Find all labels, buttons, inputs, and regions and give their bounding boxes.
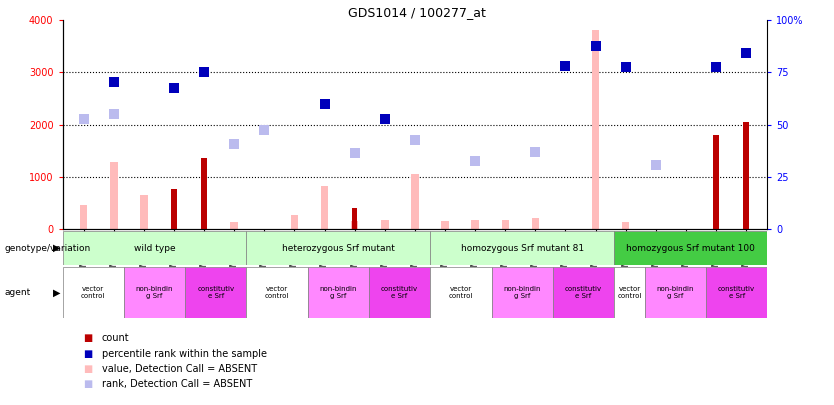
Text: heterozygous Srf mutant: heterozygous Srf mutant xyxy=(282,243,394,253)
Text: non-bindin
g Srf: non-bindin g Srf xyxy=(319,286,357,299)
Bar xyxy=(140,196,148,229)
Text: genotype/variation: genotype/variation xyxy=(4,243,90,253)
Bar xyxy=(369,267,430,318)
Bar xyxy=(123,267,185,318)
Bar xyxy=(713,135,719,229)
Bar xyxy=(622,222,630,229)
Bar xyxy=(614,231,767,265)
Text: constitutiv
e Srf: constitutiv e Srf xyxy=(565,286,602,299)
Bar xyxy=(230,222,238,229)
Text: ■: ■ xyxy=(83,379,93,389)
Bar xyxy=(592,30,600,229)
Bar xyxy=(351,221,359,229)
Bar xyxy=(501,220,509,229)
Bar xyxy=(63,231,246,265)
Text: agent: agent xyxy=(4,288,30,297)
Text: percentile rank within the sample: percentile rank within the sample xyxy=(102,349,267,358)
Text: ■: ■ xyxy=(83,364,93,374)
Text: non-bindin
g Srf: non-bindin g Srf xyxy=(504,286,541,299)
Bar xyxy=(63,267,123,318)
Text: non-bindin
g Srf: non-bindin g Srf xyxy=(656,286,694,299)
Point xyxy=(469,158,482,164)
Text: constitutiv
e Srf: constitutiv e Srf xyxy=(381,286,418,299)
Bar xyxy=(553,267,614,318)
Bar xyxy=(531,218,539,229)
Text: homozygous Srf mutant 100: homozygous Srf mutant 100 xyxy=(626,243,755,253)
Bar xyxy=(743,122,749,229)
Point xyxy=(258,126,271,133)
Bar xyxy=(471,220,479,229)
Point xyxy=(619,64,632,70)
Bar xyxy=(246,231,430,265)
Bar xyxy=(308,267,369,318)
Bar xyxy=(645,267,706,318)
Point xyxy=(589,43,602,49)
Point xyxy=(318,100,331,107)
Bar xyxy=(291,215,299,229)
Bar xyxy=(246,267,308,318)
Point xyxy=(378,116,391,123)
Text: ▶: ▶ xyxy=(53,288,60,298)
Bar xyxy=(201,158,207,229)
Point xyxy=(710,64,723,70)
Point xyxy=(348,150,361,156)
Bar xyxy=(80,205,88,229)
Point xyxy=(409,137,421,143)
Bar xyxy=(381,220,389,229)
Bar xyxy=(614,267,645,318)
Point xyxy=(740,49,753,56)
Bar xyxy=(110,162,118,229)
Point xyxy=(318,100,331,107)
Point xyxy=(107,111,120,117)
Bar xyxy=(430,267,491,318)
Text: non-bindin
g Srf: non-bindin g Srf xyxy=(136,286,173,299)
Text: wild type: wild type xyxy=(133,243,175,253)
Point xyxy=(529,148,542,155)
Bar xyxy=(441,221,449,229)
Text: value, Detection Call = ABSENT: value, Detection Call = ABSENT xyxy=(102,364,257,374)
Text: constitutiv
e Srf: constitutiv e Srf xyxy=(718,286,756,299)
Text: homozygous Srf mutant 81: homozygous Srf mutant 81 xyxy=(460,243,584,253)
Bar xyxy=(321,186,329,229)
Text: vector
control: vector control xyxy=(449,286,473,299)
Text: vector
control: vector control xyxy=(265,286,289,299)
Text: ■: ■ xyxy=(83,349,93,358)
Point xyxy=(168,85,181,91)
Text: vector
control: vector control xyxy=(81,286,105,299)
Text: ▶: ▶ xyxy=(53,243,60,253)
Text: rank, Detection Call = ABSENT: rank, Detection Call = ABSENT xyxy=(102,379,252,389)
Bar xyxy=(171,189,177,229)
Point xyxy=(77,116,90,123)
Text: vector
control: vector control xyxy=(617,286,641,299)
Bar xyxy=(352,208,358,229)
Text: count: count xyxy=(102,333,129,343)
Text: GDS1014 / 100277_at: GDS1014 / 100277_at xyxy=(348,6,486,19)
Point xyxy=(228,141,241,147)
Point xyxy=(559,63,572,69)
Point xyxy=(107,79,120,85)
Bar xyxy=(706,267,767,318)
Bar xyxy=(185,267,246,318)
Text: ■: ■ xyxy=(83,333,93,343)
Text: constitutiv
e Srf: constitutiv e Srf xyxy=(197,286,234,299)
Point xyxy=(198,69,211,76)
Bar xyxy=(491,267,553,318)
Bar xyxy=(430,231,614,265)
Point xyxy=(649,162,662,168)
Bar xyxy=(411,174,419,229)
